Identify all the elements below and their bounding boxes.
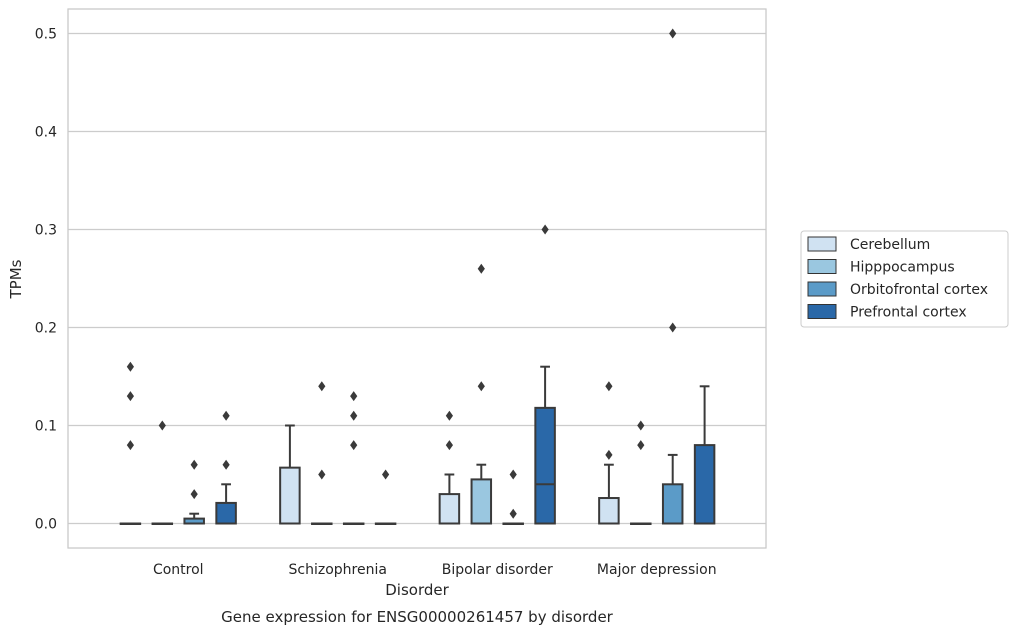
box-orbitofrontal-cortex — [342, 391, 365, 525]
outlier-point — [605, 449, 613, 460]
box-cerebellum — [119, 361, 142, 525]
outlier-point — [350, 391, 358, 402]
legend-label: Orbitofrontal cortex — [850, 282, 988, 298]
outlier-point — [190, 459, 198, 470]
x-tick-label: Control — [153, 562, 204, 578]
legend-swatch — [807, 304, 837, 319]
outlier-point — [637, 440, 645, 451]
plot-frame — [67, 8, 767, 549]
box-body — [470, 478, 493, 525]
legend-label: Prefrontal cortex — [850, 305, 967, 321]
outlier-point — [350, 410, 358, 421]
outlier-point — [669, 28, 677, 39]
outlier-point — [509, 508, 517, 519]
legend-swatch — [807, 236, 837, 252]
y-tick-label: 0.4 — [35, 125, 57, 141]
box-orbitofrontal-cortex — [502, 469, 524, 525]
box-prefrontal-cortex — [693, 385, 716, 525]
box-body — [598, 497, 620, 525]
y-tick-label: 0.5 — [35, 27, 57, 43]
outlier-point — [605, 381, 613, 392]
outlier-point — [541, 224, 549, 235]
chart-caption: Gene expression for ENSG00000261457 by d… — [221, 608, 614, 626]
outlier-point — [318, 381, 326, 392]
box-hipppocampus — [311, 381, 333, 525]
legend-label: Hipppocampus — [850, 260, 955, 276]
y-tick-label: 0.1 — [35, 419, 57, 435]
box-hipppocampus — [151, 420, 174, 525]
box-body — [661, 483, 684, 525]
x-axis-title: Disorder — [385, 581, 449, 599]
y-tick-labels: 0.0 0.1 0.2 0.3 0.4 0.5 — [35, 27, 57, 533]
outlier-point — [382, 469, 390, 480]
legend-label: Cerebellum — [850, 237, 930, 253]
box-prefrontal-cortex — [374, 469, 397, 525]
y-tick-label: 0.0 — [35, 517, 57, 533]
box-prefrontal-cortex — [534, 224, 556, 525]
box-hipppocampus — [630, 420, 652, 525]
box-orbitofrontal-cortex — [183, 459, 205, 525]
outlier-point — [222, 459, 230, 470]
y-tick-label: 0.3 — [35, 223, 57, 239]
legend-swatch — [807, 259, 837, 274]
outlier-point — [222, 410, 230, 421]
legend-swatch — [807, 281, 837, 297]
box-body — [279, 466, 301, 525]
box-prefrontal-cortex — [215, 410, 237, 525]
outlier-point — [158, 420, 166, 431]
box-cerebellum — [598, 381, 620, 525]
box-body — [215, 501, 237, 525]
box-orbitofrontal-cortex — [661, 28, 684, 525]
x-tick-label: Schizophrenia — [289, 562, 387, 578]
outlier-point — [126, 391, 134, 402]
legend-frame — [800, 230, 1009, 328]
box-hipppocampus — [470, 263, 493, 525]
outlier-point — [126, 361, 134, 372]
outlier-point — [477, 263, 485, 274]
x-tick-label: Major depression — [597, 562, 717, 578]
plot-marks — [119, 28, 716, 525]
outlier-point — [190, 489, 198, 500]
x-tick-label: Bipolar disorder — [442, 562, 553, 578]
x-tick-labels: Control Schizophrenia Bipolar disorder Majo… — [153, 562, 717, 578]
outlier-point — [477, 381, 485, 392]
outlier-point — [509, 469, 517, 480]
box-cerebellum — [438, 410, 461, 525]
outlier-point — [126, 440, 134, 451]
grid-lines — [68, 32, 766, 525]
y-axis-title: TPMs — [7, 259, 25, 299]
legend: Cerebellum Hipppocampus Orbitofrontal cort… — [800, 230, 1009, 328]
outlier-point — [669, 322, 677, 333]
box-cerebellum — [279, 424, 301, 525]
box-body — [438, 493, 461, 525]
outlier-point — [350, 440, 358, 451]
box-body — [693, 444, 716, 525]
y-tick-label: 0.2 — [35, 321, 57, 337]
outlier-point — [445, 410, 453, 421]
box-body — [534, 406, 556, 525]
outlier-point — [445, 440, 453, 451]
outlier-point — [637, 420, 645, 431]
outlier-point — [318, 469, 326, 480]
